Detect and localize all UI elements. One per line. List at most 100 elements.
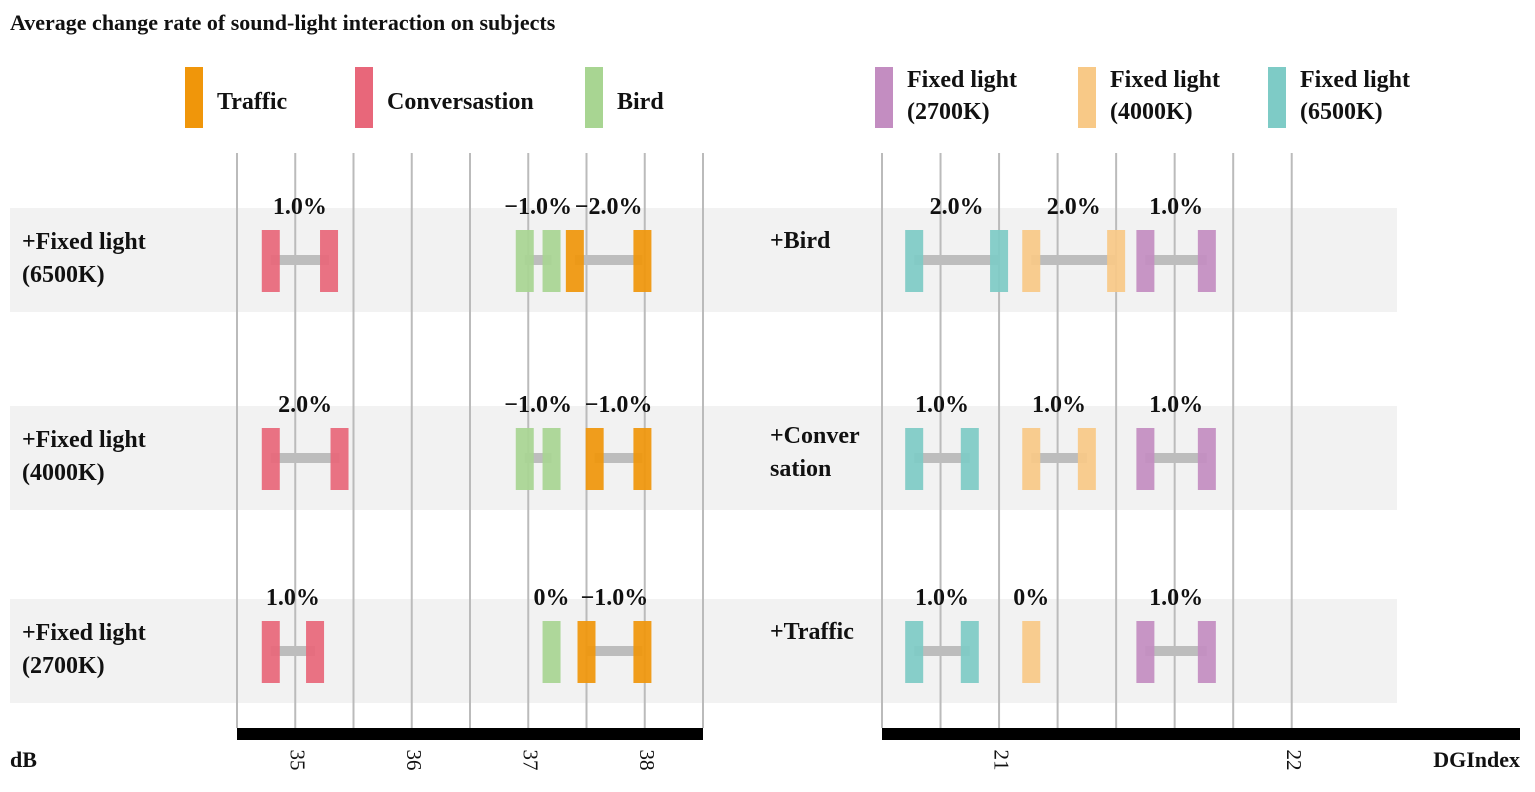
legend-swatch [1078,67,1096,128]
dumbbell-start-marker [515,230,534,292]
rate-label: −1.0% [581,585,649,611]
rate-label: 1.0% [266,585,320,611]
dumbbell-connector [270,646,316,656]
dumbbell-connector [524,453,552,463]
dumbbell-connector [1145,453,1207,463]
dumbbell-start-marker [515,428,534,490]
dumbbell-connector [524,255,552,265]
row-label: +Traffic [770,619,854,645]
legend-label: Fixed light [1300,67,1410,93]
dumbbell-end-marker [633,428,652,490]
dumbbell-start-marker [905,621,924,683]
dumbbell-end-marker [1197,428,1216,490]
rate-label: −1.0% [504,392,572,418]
legend-swatch [1268,67,1286,128]
dumbbell-start-marker [1136,230,1155,292]
row-label: (6500K) [22,262,105,288]
rate-label: 0% [534,585,570,611]
x-tick-label: 21 [989,750,1013,771]
rate-label: 2.0% [930,194,984,220]
dumbbell-end-marker [1077,428,1096,490]
x-tick-label: 22 [1282,750,1306,771]
dumbbell-connector [1145,255,1207,265]
dumbbell-start-marker [1136,428,1155,490]
rate-label: 1.0% [1149,585,1203,611]
legend-label: Bird [617,89,664,115]
dumbbell-end-marker [542,428,561,490]
dumbbell-connector [1031,453,1087,463]
dumbbell-end-marker [320,230,339,292]
dumbbell-end-marker [1107,230,1126,292]
dumbbell-start-marker [261,621,280,683]
x-axis-label: DGIndex [1433,747,1520,772]
dumbbell-start-marker [1136,621,1155,683]
dumbbell-start-marker [542,621,561,683]
rate-label: 1.0% [1149,392,1203,418]
dumbbell-connector [594,453,643,463]
legend-label: Fixed light [1110,67,1220,93]
rate-label: 1.0% [915,585,969,611]
x-tick-label: 38 [635,750,659,771]
row-label: +Conver [770,423,860,449]
legend-swatch [875,67,893,128]
legend-label: (6500K) [1300,99,1383,125]
dumbbell-connector [1031,255,1117,265]
dumbbell-connector [270,255,330,265]
x-axis [882,728,1520,740]
x-axis [237,728,703,740]
row-label: +Fixed light [22,229,146,255]
legend-label: (4000K) [1110,99,1193,125]
dumbbell-connector [1145,646,1207,656]
dumbbell-start-marker [585,428,604,490]
dumbbell-end-marker [633,621,652,683]
dumbbell-end-marker [330,428,349,490]
x-tick-label: 37 [518,750,542,771]
dumbbell-start-marker [905,428,924,490]
row-label: (4000K) [22,460,105,486]
dumbbell-connector [586,646,643,656]
rate-label: −1.0% [504,194,572,220]
dumbbell-start-marker [1022,428,1041,490]
rate-label: 1.0% [1149,194,1203,220]
dumbbell-end-marker [960,428,979,490]
dumbbell-connector [914,453,970,463]
legend-label: Conversastion [387,89,534,115]
row-label: (2700K) [22,653,105,679]
dumbbell-connector [574,255,643,265]
dumbbell-connector [914,646,970,656]
rate-label: −2.0% [575,194,643,220]
x-tick-label: 35 [285,750,309,771]
dumbbell-end-marker [542,230,561,292]
rate-label: 1.0% [273,194,327,220]
rate-label: −1.0% [585,392,653,418]
row-label: +Fixed light [22,427,146,453]
dumbbell-start-marker [565,230,584,292]
dumbbell-start-marker [261,428,280,490]
dumbbell-start-marker [261,230,280,292]
dumbbell-connector [270,453,340,463]
dumbbell-connector [914,255,1000,265]
dumbbell-end-marker [990,230,1009,292]
rate-label: 2.0% [1047,194,1101,220]
dumbbell-start-marker [1022,230,1041,292]
dumbbell-end-marker [1197,230,1216,292]
dumbbell-start-marker [577,621,596,683]
rate-label: 1.0% [915,392,969,418]
rate-label: 0% [1013,585,1049,611]
rate-label: 2.0% [278,392,332,418]
rate-label: 1.0% [1032,392,1086,418]
legend-label: Traffic [217,89,288,115]
legend-label: Fixed light [907,67,1017,93]
dumbbell-end-marker [633,230,652,292]
row-label: sation [770,456,831,482]
legend-swatch [585,67,603,128]
chart-title: Average change rate of sound-light inter… [10,10,556,35]
x-axis-label: dB [10,747,37,772]
dumbbell-end-marker [960,621,979,683]
row-label: +Fixed light [22,620,146,646]
legend-swatch [185,67,203,128]
dumbbell-end-marker [306,621,325,683]
dumbbell-end-marker [1197,621,1216,683]
dumbbell-start-marker [1022,621,1041,683]
